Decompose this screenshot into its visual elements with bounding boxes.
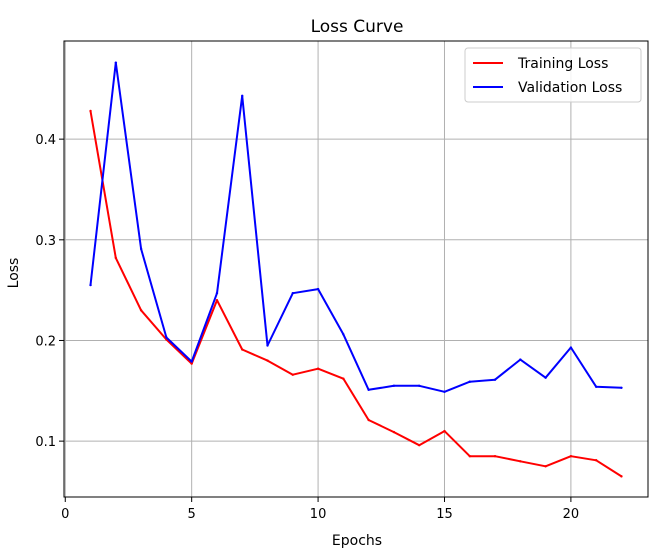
training-loss-point — [291, 373, 294, 376]
validation-loss-point — [114, 61, 118, 64]
y-tick-label: 0.4 — [35, 133, 56, 148]
series-lines — [89, 61, 623, 478]
legend: Training Loss Validation Loss — [464, 47, 642, 103]
training-loss-point — [468, 455, 471, 458]
training-loss-point — [241, 348, 244, 351]
training-loss-point — [493, 455, 497, 458]
training-loss-point — [190, 362, 193, 365]
validation-loss-point — [519, 358, 522, 361]
validation-loss-point — [241, 94, 244, 98]
training-loss-point — [89, 109, 92, 113]
training-loss-point — [392, 430, 396, 434]
x-tick-label: 10 — [310, 507, 327, 522]
training-loss-point — [443, 429, 446, 433]
x-tick-label: 0 — [61, 507, 69, 522]
y-axis-ticks: 0.1 0.2 0.3 0.4 — [35, 133, 64, 450]
validation-loss-point — [594, 385, 598, 388]
validation-loss-legend-label: Validation Loss — [518, 80, 622, 96]
training-loss-legend-label: Training Loss — [517, 56, 608, 72]
validation-loss-point — [493, 378, 497, 381]
validation-loss-point — [165, 336, 168, 339]
training-loss-point — [418, 443, 421, 447]
training-loss-point — [367, 418, 370, 422]
validation-loss-line — [89, 61, 622, 393]
validation-loss-point — [569, 346, 573, 349]
validation-loss-point — [342, 333, 345, 336]
x-axis-ticks: 0 5 10 15 20 — [61, 497, 579, 522]
plot-frame — [63, 40, 649, 498]
training-loss-point — [139, 309, 143, 312]
training-loss-point — [620, 475, 623, 478]
training-loss-point — [342, 377, 345, 380]
validation-loss-point — [190, 360, 193, 363]
training-loss-point — [266, 359, 269, 362]
legend-box — [464, 47, 642, 103]
validation-loss-point — [418, 384, 421, 387]
training-loss-point — [569, 455, 573, 458]
validation-loss-point — [544, 376, 547, 379]
validation-loss-point — [468, 380, 471, 383]
x-axis-label: Epochs — [332, 533, 382, 549]
validation-loss-point — [215, 291, 219, 295]
chart-title: Loss Curve — [311, 17, 404, 37]
validation-loss-point — [291, 291, 294, 295]
y-tick-label: 0.2 — [35, 334, 56, 349]
validation-loss-point — [392, 384, 396, 387]
validation-loss-point — [620, 386, 623, 389]
x-tick-label: 5 — [188, 507, 196, 522]
grid — [64, 41, 648, 497]
training-loss-point — [114, 256, 118, 260]
validation-loss-point — [443, 390, 446, 394]
validation-loss-point — [139, 247, 143, 251]
validation-loss-point — [266, 344, 269, 347]
validation-loss-point — [89, 283, 92, 287]
x-tick-label: 20 — [563, 507, 580, 522]
validation-loss-point — [367, 388, 370, 391]
training-loss-point — [215, 299, 219, 302]
training-loss-line — [89, 110, 623, 478]
training-loss-point — [594, 459, 598, 462]
x-tick-label: 15 — [436, 507, 453, 522]
y-axis-label: Loss — [6, 258, 22, 289]
validation-loss-point — [316, 287, 320, 291]
training-loss-point — [519, 460, 522, 463]
y-tick-label: 0.1 — [35, 435, 56, 450]
training-loss-point — [544, 465, 547, 468]
training-loss-point — [316, 367, 320, 370]
y-tick-label: 0.3 — [35, 234, 56, 249]
